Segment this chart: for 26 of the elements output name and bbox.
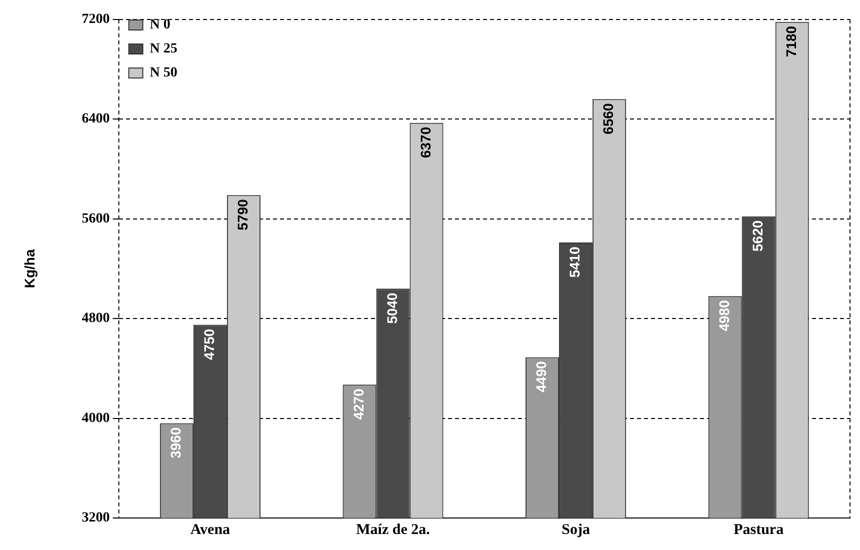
data-label: 4270 <box>350 388 366 420</box>
legend-label: N 50 <box>150 66 178 81</box>
y-tick-label: 4800 <box>82 311 110 326</box>
y-axis-title: Kg/ha <box>21 249 38 288</box>
data-label: 4980 <box>716 300 732 332</box>
y-tick-label: 4000 <box>82 410 110 426</box>
y-tick-label: 7200 <box>82 12 110 28</box>
y-tick-label: 6400 <box>82 112 110 127</box>
legend-label: N 25 <box>150 42 178 57</box>
data-label: 5790 <box>234 198 251 230</box>
x-tick-label: Avena <box>190 522 231 538</box>
y-tick-label: 3200 <box>82 510 110 526</box>
x-tick-label: Pastura <box>734 522 784 538</box>
data-label: 5620 <box>749 220 766 252</box>
legend-label: N 0 <box>150 18 170 33</box>
x-tick-label: Maíz de 2a. <box>356 522 430 538</box>
data-label: 5410 <box>566 246 583 278</box>
data-label: 4490 <box>533 361 550 392</box>
data-label: 3960 <box>168 427 184 458</box>
data-label: 4750 <box>201 328 218 360</box>
data-label: 7180 <box>782 26 799 58</box>
y-tick-label: 5600 <box>82 211 110 226</box>
data-label: 6370 <box>417 126 434 158</box>
data-label: 5040 <box>384 292 400 324</box>
x-tick-label: Soja <box>562 522 590 538</box>
data-label: 6560 <box>600 102 616 134</box>
